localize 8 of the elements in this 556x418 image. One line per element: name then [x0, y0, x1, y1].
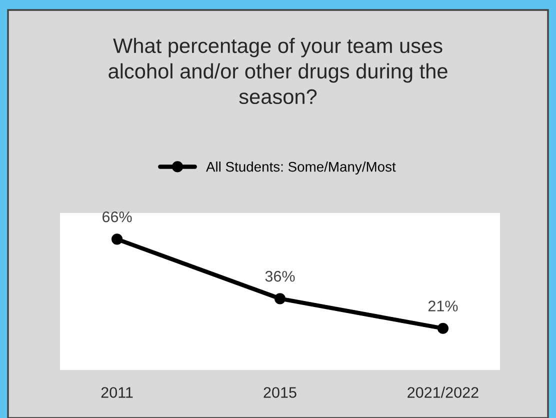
chart-title: What percentage of your team uses alcohol and/or other drugs during the season?: [108, 38, 448, 104]
x-tick-label: 2011: [101, 387, 133, 398]
legend-label: All Students: Some/Many/Most: [206, 162, 396, 174]
data-label: 21%: [428, 300, 458, 312]
data-label: 66%: [102, 211, 132, 222]
x-tick-label: 2021/2022: [408, 386, 478, 398]
x-tick-label: 2015: [264, 387, 296, 398]
data-label: 36%: [265, 270, 295, 282]
